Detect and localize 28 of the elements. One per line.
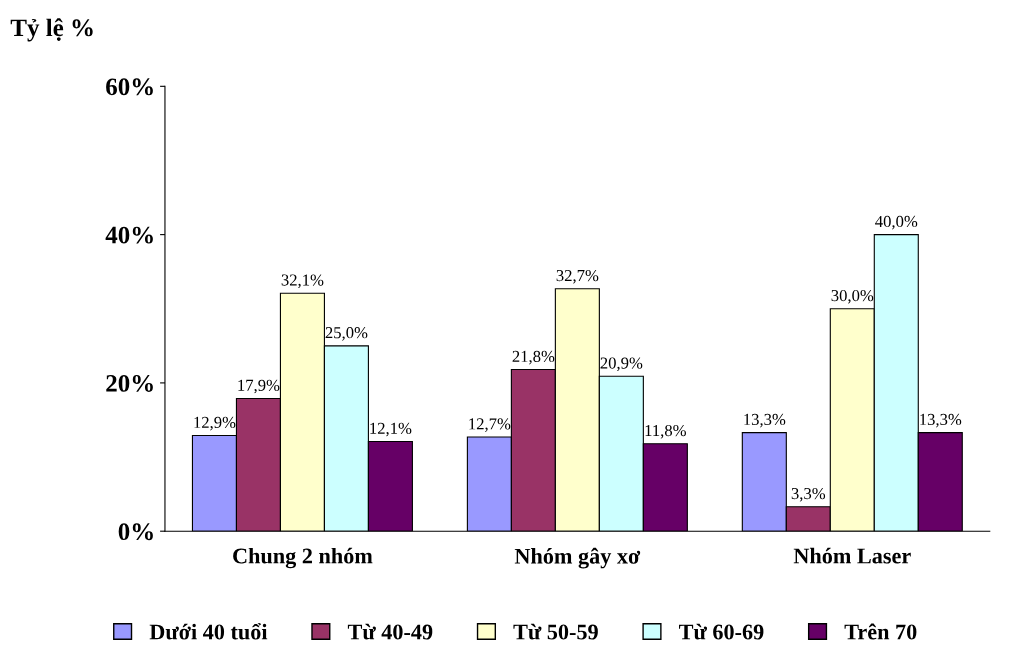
legend-label: Từ 40-49 [347, 623, 433, 640]
legend-label: Từ 50-59 [513, 623, 598, 640]
data-label: 30,0% [831, 289, 874, 304]
legend-label: Từ 60-69 [679, 623, 764, 640]
data-label: 40,0% [875, 215, 918, 230]
data-label: 12,9% [194, 416, 236, 431]
legend-label: Trên 70 [844, 623, 917, 640]
y-tick-label: 40% [105, 226, 153, 244]
data-label: 12,7% [469, 418, 511, 432]
data-label: 25,0% [325, 327, 368, 341]
x-tick-label: Chung 2 nhóm [233, 547, 373, 569]
y-tick-label: 20% [106, 374, 153, 392]
data-label: 32,7% [556, 269, 599, 284]
data-label: 17,9% [238, 379, 280, 394]
data-label: 11,8% [645, 424, 686, 439]
x-tick-label: Nhóm gây xơ [514, 547, 641, 569]
y-tick-label: 60% [106, 78, 153, 96]
y-axis-title: Tỷ lệ % [10, 18, 93, 42]
data-label: 12,1% [370, 422, 412, 437]
data-label: 20,9% [600, 357, 643, 372]
data-label: 32,1% [281, 274, 324, 289]
data-label: 21,8% [512, 350, 555, 365]
x-tick-label: Nhóm Laser [793, 547, 911, 564]
data-label: 13,3% [744, 413, 786, 428]
data-label: 3,3% [791, 487, 826, 502]
data-label: 13,3% [920, 413, 962, 428]
y-tick-label: 0% [118, 523, 153, 541]
legend-label: Dưới 40 tuổi [149, 623, 268, 640]
